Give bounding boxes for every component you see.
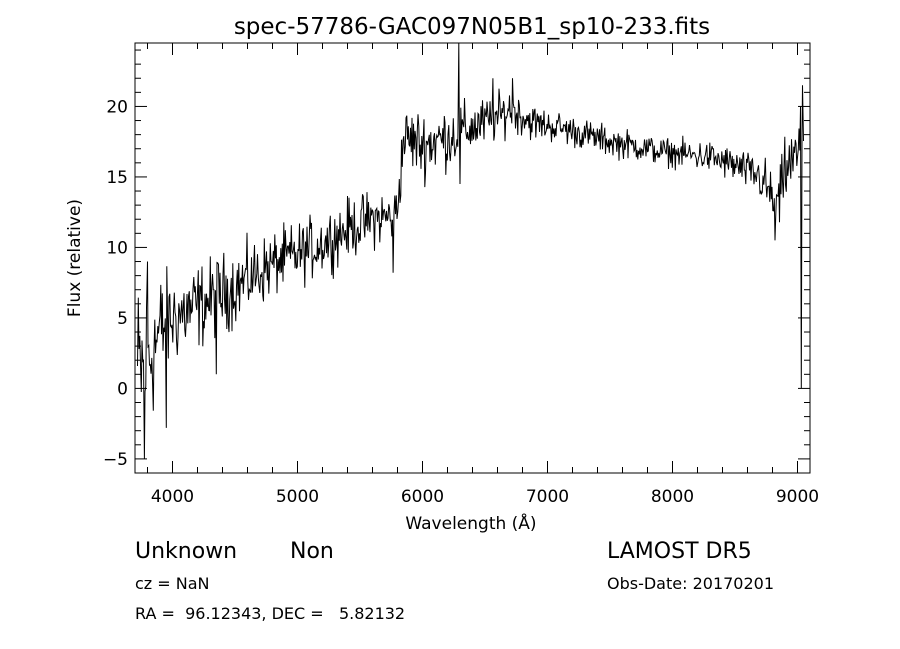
y-tick-label: 10 xyxy=(106,238,128,258)
x-tick-label: 9000 xyxy=(776,487,819,507)
x-axis-label: Wavelength (Å) xyxy=(405,512,536,534)
object-class: Unknown xyxy=(135,539,238,564)
object-subclass: Non xyxy=(290,539,334,564)
y-tick-label: −5 xyxy=(103,450,128,470)
spectrum-line xyxy=(137,42,804,459)
x-tick-label: 5000 xyxy=(276,487,319,507)
y-axis-label: Flux (relative) xyxy=(65,199,85,317)
coordinates-text: RA = 96.12343, DEC = 5.82132 xyxy=(135,604,406,623)
survey-name: LAMOST DR5 xyxy=(607,539,752,564)
y-tick-label: 5 xyxy=(117,309,128,329)
redshift-text: cz = NaN xyxy=(135,574,210,593)
chart-title: spec-57786-GAC097N05B1_sp10-233.fits xyxy=(234,14,710,40)
x-tick-label: 4000 xyxy=(151,487,194,507)
x-tick-label: 6000 xyxy=(401,487,444,507)
x-tick-label: 7000 xyxy=(526,487,569,507)
axis-ticks xyxy=(135,43,810,473)
x-tick-label: 8000 xyxy=(651,487,694,507)
y-tick-label: 15 xyxy=(106,168,128,188)
y-tick-label: 0 xyxy=(117,379,128,399)
axis-tick-labels: 4000 5000 6000 7000 8000 9000 −5 0 5 10 15 20 xyxy=(103,97,819,507)
spectrum-series xyxy=(137,42,804,459)
plot-frame xyxy=(134,42,811,474)
y-tick-label: 20 xyxy=(106,97,128,117)
obs-date: Obs-Date: 20170201 xyxy=(607,574,775,593)
